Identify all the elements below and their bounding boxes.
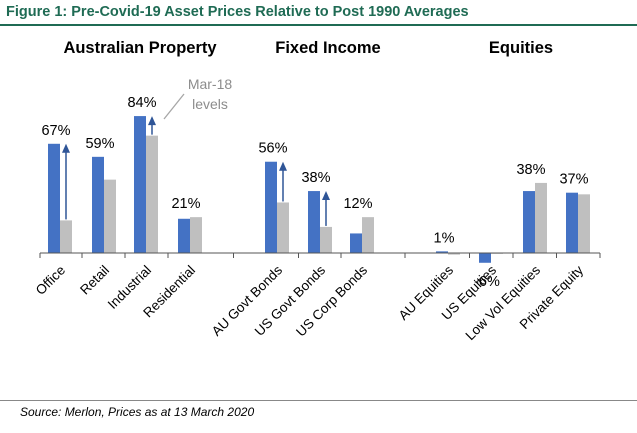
data-label-low-vol-equities: 38% — [516, 162, 545, 178]
data-label-retail: 59% — [85, 136, 114, 152]
bar-mar18-us-govt-bonds — [320, 226, 332, 253]
annotation-leader-line — [163, 93, 185, 120]
category-label-retail: Retail — [77, 263, 112, 298]
bar-mar18-office — [60, 220, 72, 253]
bars — [48, 116, 590, 263]
data-label-us-equities: -6% — [474, 274, 500, 290]
arrow-industrial — [148, 116, 156, 135]
bar-current-us-corp-bonds — [350, 233, 362, 253]
bar-mar18-us-corp-bonds — [362, 217, 374, 253]
annotation-line-1: Mar-18 — [188, 76, 233, 92]
group-title-equities: Equities — [489, 39, 553, 57]
group-title-fixed-income: Fixed Income — [275, 39, 380, 57]
category-label-office: Office — [33, 263, 68, 298]
arrow-office — [62, 143, 70, 220]
figure-title: Figure 1: Pre-Covid-19 Asset Prices Rela… — [6, 4, 469, 20]
bar-mar18-au-equities — [448, 253, 460, 255]
bar-chart: Australian Property Fixed Income Equities … — [33, 39, 601, 343]
source-note: Source: Merlon, Prices as at 13 March 20… — [20, 405, 255, 419]
arrow-au-govt-bonds — [279, 161, 287, 202]
title-divider — [0, 24, 637, 26]
data-label-residential: 21% — [171, 196, 200, 212]
data-label-au-equities: 1% — [434, 230, 455, 246]
group-titles: Australian Property Fixed Income Equities — [63, 39, 553, 57]
mar18-annotation: Mar-18 levels — [163, 76, 233, 120]
bar-current-us-govt-bonds — [308, 191, 320, 253]
bar-mar18-residential — [190, 217, 202, 253]
bar-current-private-equity — [566, 192, 578, 253]
data-label-private-equity: 37% — [559, 172, 588, 188]
data-label-au-govt-bonds: 56% — [258, 141, 287, 157]
bar-current-office — [48, 143, 60, 253]
bar-mar18-au-govt-bonds — [277, 202, 289, 253]
data-label-us-govt-bonds: 38% — [301, 170, 330, 186]
bar-current-us-equities — [479, 253, 491, 263]
bar-current-industrial — [134, 116, 146, 253]
data-label-office: 67% — [41, 123, 70, 139]
bar-mar18-low-vol-equities — [535, 182, 547, 253]
axis-ticks — [39, 253, 601, 258]
change-arrows — [62, 116, 330, 226]
data-labels: 67% 59% 84% 21% 56% 38% 12% 1% -6% 38% 37% — [41, 95, 588, 290]
bar-current-au-equities — [436, 251, 448, 253]
bar-current-retail — [92, 156, 104, 253]
bar-current-au-govt-bonds — [265, 161, 277, 253]
footer-divider — [0, 400, 637, 401]
arrow-us-govt-bonds — [322, 191, 330, 226]
bar-mar18-retail — [104, 179, 116, 253]
data-label-industrial: 84% — [127, 95, 156, 111]
bar-mar18-industrial — [146, 135, 158, 253]
group-title-australian-property: Australian Property — [63, 39, 217, 57]
annotation-line-2: levels — [192, 96, 228, 112]
bar-current-residential — [178, 218, 190, 253]
data-label-us-corp-bonds: 12% — [343, 196, 372, 212]
bar-mar18-private-equity — [578, 194, 590, 253]
bar-current-low-vol-equities — [523, 191, 535, 253]
